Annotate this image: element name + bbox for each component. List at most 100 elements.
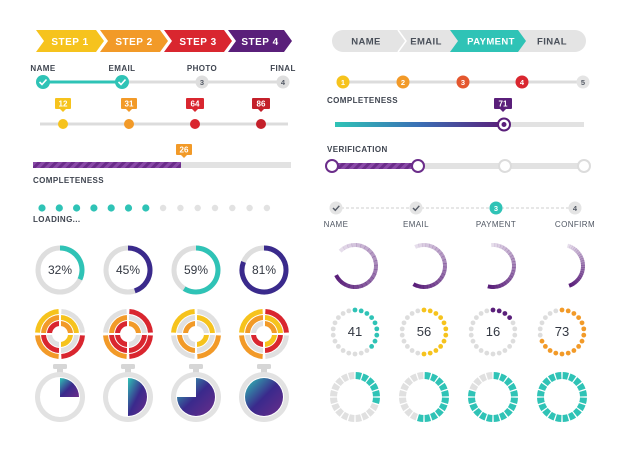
tab-email[interactable]: EMAIL	[410, 37, 442, 48]
arc-segment	[511, 267, 516, 272]
stopwatch-button	[53, 364, 67, 369]
ring-segment	[485, 372, 493, 380]
ring-segment	[331, 403, 341, 412]
form-step-node-2[interactable]	[115, 75, 129, 89]
stopwatch-button	[257, 364, 271, 369]
step-arrow-2[interactable]: STEP 2	[100, 30, 168, 52]
verification-node[interactable]	[325, 159, 339, 173]
value-marker-3[interactable]: 64	[186, 98, 204, 129]
ring-segment	[438, 382, 448, 391]
segmented-dial	[34, 308, 86, 360]
colored-step-4[interactable]: 4	[515, 75, 529, 89]
arc-segment	[361, 281, 368, 288]
counter-dot	[468, 332, 474, 338]
ring-segment	[424, 372, 432, 380]
value-tag-text: 31	[125, 100, 134, 109]
ring-segment	[347, 372, 355, 380]
dial-segment	[128, 315, 147, 334]
check-icon	[332, 205, 340, 212]
ring-segment	[478, 411, 487, 421]
ring-segment	[568, 373, 577, 383]
arc-segment	[510, 270, 516, 275]
ring-segment	[400, 382, 410, 391]
loading-dot	[211, 204, 219, 212]
value-marker-1[interactable]: 12	[55, 98, 71, 129]
counter-dot	[438, 315, 444, 320]
dial-segment	[177, 334, 196, 353]
arc-segment	[368, 276, 375, 283]
colored-step-1[interactable]: 1	[336, 75, 350, 89]
ring-segment	[330, 397, 338, 405]
form-step-node-4[interactable]: 4	[276, 75, 290, 89]
counter-dot	[401, 338, 407, 344]
dial-segment	[239, 335, 263, 359]
step-number: 4	[520, 78, 525, 87]
arc-segment	[506, 249, 512, 255]
marker-dot	[124, 119, 134, 129]
colored-step-3[interactable]: 3	[456, 75, 470, 89]
gradient-handle[interactable]	[497, 117, 511, 132]
counter-dot	[512, 332, 518, 338]
counter-dot	[468, 326, 474, 332]
step-label: STEP 4	[241, 37, 278, 48]
arc-segment	[342, 244, 349, 251]
arc-segment	[338, 246, 346, 253]
loading-dot	[246, 204, 253, 212]
ring-segment	[404, 377, 413, 386]
stopwatch-button	[189, 364, 203, 369]
counter-dot	[433, 311, 439, 316]
step-arrow-4[interactable]: STEP 4	[228, 30, 292, 52]
form-step-node-3[interactable]: 3	[195, 75, 209, 89]
ring-segment	[469, 403, 479, 412]
step-arrow-3[interactable]: STEP 3	[164, 30, 232, 52]
colored-step-5[interactable]: 5	[576, 75, 590, 89]
dial-segment	[196, 315, 215, 334]
dial-segment	[265, 335, 289, 359]
checkout-step-2[interactable]: EMAIL	[403, 201, 429, 230]
step-arrow-1[interactable]: STEP 1	[36, 30, 104, 52]
ring-segment	[369, 382, 379, 391]
segmented-dials	[34, 308, 290, 360]
checkout-step-4[interactable]: 4 CONFIRM	[555, 201, 595, 230]
loading-dot	[142, 204, 150, 212]
value-marker-2[interactable]: 31	[121, 98, 137, 129]
ring-segment	[404, 408, 413, 417]
dial-segment	[47, 321, 60, 334]
arc-segment	[510, 257, 516, 263]
ring-segment	[424, 414, 432, 422]
step-number: 3	[494, 204, 498, 213]
verification-node[interactable]	[577, 159, 591, 173]
tab-active-bg	[450, 30, 526, 52]
ring-segment	[441, 397, 449, 405]
counter-dot	[427, 350, 433, 356]
checkout-step-3[interactable]: 3 PAYMENT	[476, 201, 516, 230]
gradient-value-tag	[494, 98, 512, 109]
colored-step-label: COMPLETENESS	[327, 96, 398, 105]
counter-dot	[537, 332, 543, 338]
ring-segment	[478, 373, 487, 383]
ring-progress-arc	[59, 245, 85, 281]
tab-name[interactable]: NAME	[351, 29, 407, 53]
ring-progress-arc	[239, 245, 289, 295]
gradient-value: 71	[499, 100, 508, 109]
ring-segment	[499, 411, 508, 421]
counter-dot	[421, 351, 427, 357]
verification-node[interactable]	[498, 159, 512, 173]
counter-dot	[415, 350, 421, 356]
colored-step-2[interactable]: 2	[396, 75, 410, 89]
value-marker-4[interactable]: 86	[252, 98, 270, 129]
checkout-step-1[interactable]: NAME	[324, 201, 349, 230]
tab-payment[interactable]: PAYMENT	[450, 30, 526, 52]
tab-final[interactable]: FINAL	[537, 37, 567, 48]
counter-dot	[565, 308, 571, 314]
dial-segment	[197, 335, 221, 359]
arc-segment	[355, 243, 362, 248]
verification-node[interactable]	[411, 159, 425, 173]
arc-segment	[336, 277, 344, 284]
form-step-node-1[interactable]	[36, 75, 50, 89]
value-tag-text: 86	[257, 100, 266, 109]
step-arrow-shape	[36, 30, 104, 52]
counter-dot	[330, 326, 336, 332]
arc-segment	[504, 247, 510, 253]
step-number: 5	[581, 78, 585, 87]
